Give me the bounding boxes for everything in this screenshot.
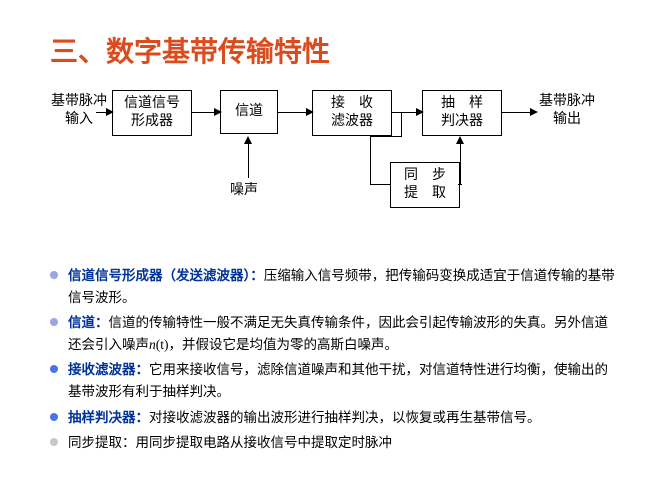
- box-channel: 信道: [220, 90, 278, 134]
- box-sampler: 抽 样 判决器: [422, 90, 502, 136]
- box-former-l1: 信道信号: [119, 95, 185, 113]
- bullet-item: 信道：信道的传输特性一般不满足无失真传输条件，因此会引起传输波形的失真。另外信道…: [50, 312, 616, 355]
- box-sampler-l2: 判决器: [429, 113, 495, 131]
- bullet-term: 信道信号形成器（发送滤波器）：: [68, 268, 264, 283]
- var-arg: (t): [156, 337, 169, 352]
- var-n: n: [149, 337, 156, 352]
- arrow-noise: [248, 142, 249, 178]
- input-label-l1: 基带脉冲: [50, 93, 108, 111]
- arrow-noise-head: [244, 136, 252, 144]
- bullet-disc: [50, 438, 58, 446]
- block-diagram: 基带脉冲 输入 信道信号 形成器 信道 接 收 滤波器 抽 样 判决器 基带脉冲…: [50, 90, 616, 240]
- arrow-23-head: [306, 108, 314, 116]
- box-sync: 同 步 提 取: [390, 162, 460, 208]
- output-label-l1: 基带脉冲: [538, 93, 596, 111]
- line-tap-top: [370, 184, 390, 185]
- arrow-in-head: [106, 108, 114, 116]
- bullet-item: 信道信号形成器（发送滤波器）：压缩输入信号频带，把传输码变换成适宜于信道传输的基…: [50, 265, 616, 308]
- box-rx-l2: 滤波器: [319, 113, 385, 131]
- arrow-34-head: [416, 108, 424, 116]
- line-tap-down: [370, 136, 371, 184]
- output-label-l2: 输出: [538, 111, 596, 129]
- bullet-text-after: ，并假设它是均值为零的高斯白噪声。: [169, 337, 399, 352]
- arrow-sync-head: [456, 136, 464, 144]
- bullet-text: 它用来接收信号，滤除信道噪声和其他干扰，对信道特性进行均衡，使输出的基带波形有利…: [68, 362, 608, 399]
- box-rx-l1: 接 收: [319, 95, 385, 113]
- bullet-item: 抽样判决器：对接收滤波器的输出波形进行抽样判决，以恢复或再生基带信号。: [50, 407, 616, 429]
- box-rx-filter: 接 收 滤波器: [312, 90, 392, 136]
- box-sync-l2: 提 取: [397, 185, 453, 203]
- box-sampler-l1: 抽 样: [429, 95, 495, 113]
- bullet-disc: [50, 413, 58, 421]
- page-title: 三、数字基带传输特性: [50, 30, 626, 70]
- bullet-term: 接收滤波器：: [68, 362, 149, 377]
- bullet-disc: [50, 318, 58, 326]
- box-sync-l1: 同 步: [397, 167, 453, 185]
- arrow-12-head: [214, 108, 222, 116]
- bullet-text: 同步提取：用同步提取电路从接收信号中提取定时脉冲: [68, 435, 392, 450]
- bullet-term: 信道：: [68, 315, 109, 330]
- line-sync-horiz: [458, 184, 462, 185]
- bullet-text: 对接收滤波器的输出波形进行抽样判决，以恢复或再生基带信号。: [149, 410, 541, 425]
- bullet-item: 接收滤波器：它用来接收信号，滤除信道噪声和其他干扰，对信道特性进行均衡，使输出的…: [50, 359, 616, 402]
- noise-label: 噪声: [230, 182, 258, 200]
- bullet-term: 抽样判决器：: [68, 410, 149, 425]
- bullet-disc: [50, 271, 58, 279]
- box-former: 信道信号 形成器: [112, 90, 192, 136]
- line-tap-horiz: [370, 136, 402, 137]
- bullet-item: 同步提取：用同步提取电路从接收信号中提取定时脉冲: [50, 432, 616, 454]
- box-former-l2: 形成器: [119, 113, 185, 131]
- line-tap-mid: [401, 112, 402, 136]
- output-label: 基带脉冲 输出: [538, 93, 596, 129]
- input-label-l2: 输入: [50, 111, 108, 129]
- bullet-list: 信道信号形成器（发送滤波器）：压缩输入信号频带，把传输码变换成适宜于信道传输的基…: [50, 265, 616, 454]
- arrow-out-head: [530, 108, 538, 116]
- bullet-disc: [50, 365, 58, 373]
- box-channel-text: 信道: [235, 104, 263, 119]
- line-sync-up: [460, 142, 461, 184]
